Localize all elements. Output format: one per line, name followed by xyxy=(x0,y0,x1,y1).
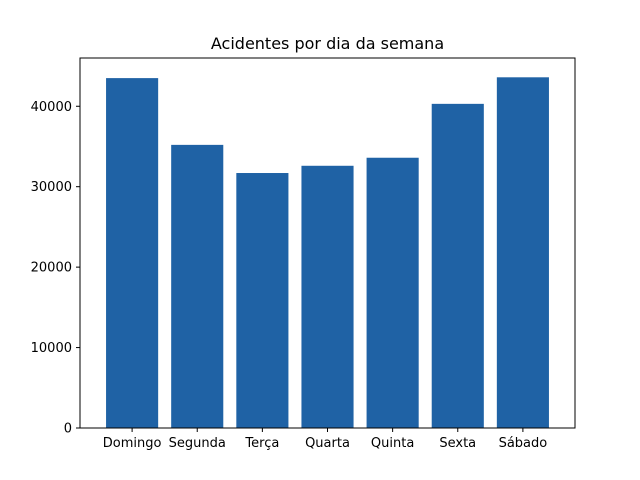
x-tick-label: Segunda xyxy=(169,436,226,451)
bar-domingo xyxy=(106,78,159,429)
y-tick-label: 10000 xyxy=(31,341,72,356)
y-tick-label: 20000 xyxy=(31,261,72,276)
y-tick-label: 40000 xyxy=(31,100,72,115)
y-tick-label: 30000 xyxy=(31,180,72,195)
bar-sexta xyxy=(431,103,484,428)
y-tick-label: 0 xyxy=(64,422,72,437)
x-axis: Domingo Segunda Terça Quarta Quinta Sexta Sába… xyxy=(103,428,547,451)
x-tick-label: Quarta xyxy=(305,436,350,451)
chart-title: Acidentes por dia da semana xyxy=(211,34,444,53)
x-tick-label: Sábado xyxy=(499,436,548,451)
x-tick-label: Terça xyxy=(244,436,279,451)
bar-sábado xyxy=(496,77,549,429)
bar-quinta xyxy=(366,157,419,429)
x-tick-label: Sexta xyxy=(439,436,476,451)
plot-frame xyxy=(79,57,576,429)
y-axis: 0 10000 20000 30000 40000 xyxy=(31,100,80,437)
x-tick-label: Quinta xyxy=(371,436,414,451)
bar-quarta xyxy=(301,165,354,428)
bar-segunda xyxy=(171,144,224,428)
x-tick-label: Domingo xyxy=(103,436,162,451)
bars-group xyxy=(106,77,549,429)
bar-terça xyxy=(236,173,289,428)
